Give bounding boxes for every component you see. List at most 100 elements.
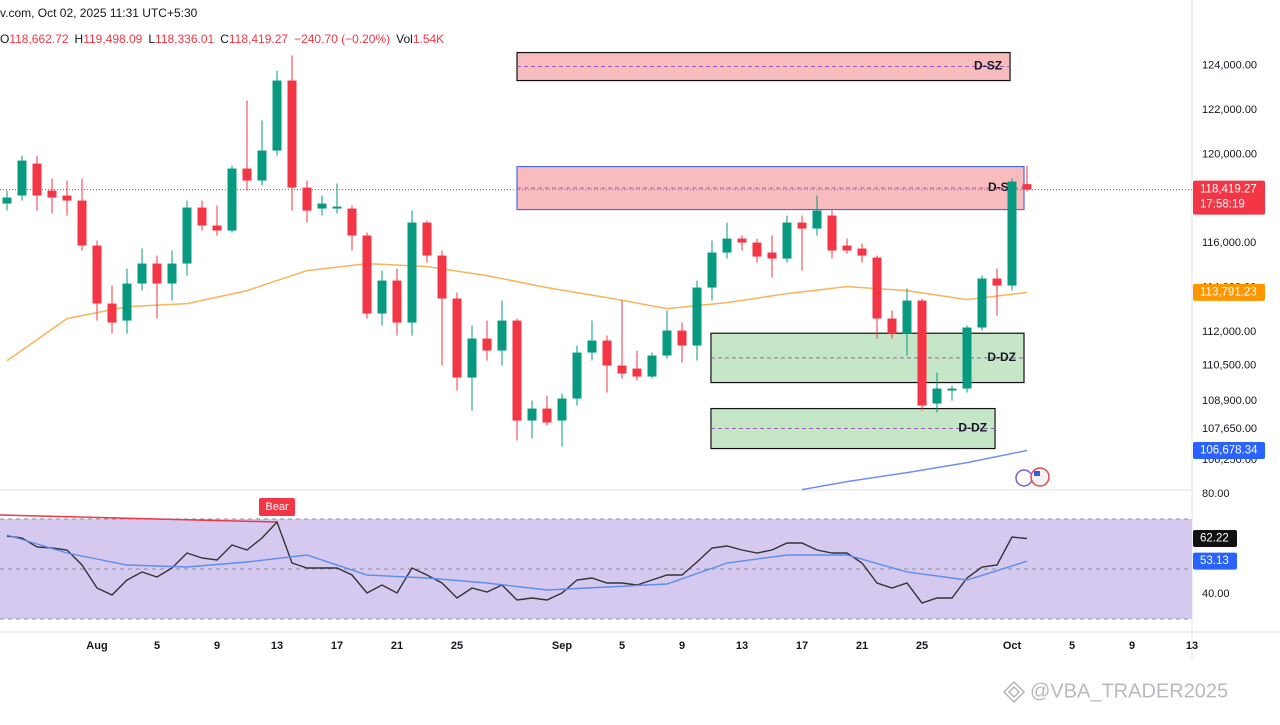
candle-body bbox=[212, 225, 222, 231]
candle-body bbox=[767, 252, 777, 259]
y-tick-label: 107,650.00 bbox=[1202, 423, 1257, 435]
candle-body bbox=[347, 208, 357, 236]
candle-body bbox=[812, 210, 822, 229]
candle-body bbox=[857, 248, 867, 256]
candle-body bbox=[227, 168, 237, 231]
candle-body bbox=[257, 150, 267, 181]
divergence-label-box bbox=[259, 498, 296, 516]
candle-body bbox=[497, 320, 507, 351]
candle-body bbox=[32, 163, 42, 196]
icon bbox=[1015, 469, 1033, 487]
candle-body bbox=[47, 190, 57, 198]
candle-body bbox=[332, 206, 342, 209]
candle-body bbox=[62, 195, 72, 201]
x-tick-label: Aug bbox=[86, 640, 107, 652]
last-price-box bbox=[1193, 180, 1265, 215]
line-value-label-box bbox=[1193, 441, 1265, 459]
divergence-label: Bear bbox=[265, 501, 289, 513]
y-tick-label: 112,000.00 bbox=[1202, 326, 1256, 338]
volume-key: Vol bbox=[396, 32, 413, 46]
line-value-label-box bbox=[1193, 283, 1265, 301]
x-tick-label: 5 bbox=[1069, 640, 1075, 652]
candle-body bbox=[797, 222, 807, 229]
candle-body bbox=[317, 203, 327, 209]
x-tick-label: 5 bbox=[154, 640, 160, 652]
candle-body bbox=[707, 252, 717, 288]
candle-body bbox=[377, 280, 387, 314]
candle-body bbox=[872, 257, 882, 319]
candle-body bbox=[107, 303, 117, 323]
watermark: @VBA_TRADER2025 bbox=[1002, 680, 1228, 704]
candle-body bbox=[242, 168, 252, 181]
candle-body bbox=[947, 388, 957, 391]
candle-body bbox=[287, 80, 297, 188]
icon bbox=[1030, 467, 1050, 487]
candle-body bbox=[302, 187, 312, 211]
candle-body bbox=[152, 263, 162, 284]
ohlc-key: O bbox=[0, 32, 9, 46]
candle-body bbox=[647, 355, 657, 377]
x-tick-label: 25 bbox=[916, 640, 928, 652]
zone-label: D-DZ bbox=[987, 350, 1016, 364]
candle-body bbox=[962, 327, 972, 389]
candle-body bbox=[392, 280, 402, 323]
x-tick-label: 25 bbox=[451, 640, 463, 652]
watermark-icon bbox=[1002, 680, 1026, 704]
candle-body bbox=[617, 365, 627, 374]
x-tick-label: 17 bbox=[331, 640, 343, 652]
ohlc-value: 118,336.01 bbox=[155, 32, 214, 46]
candle-body bbox=[1007, 181, 1017, 286]
candle-body bbox=[542, 408, 552, 423]
change: −240.70 (−0.20%) bbox=[294, 32, 390, 46]
candle-body bbox=[467, 338, 477, 378]
x-tick-label: 9 bbox=[1129, 640, 1135, 652]
flag-icons bbox=[1015, 467, 1050, 487]
zone-label: D-DZ bbox=[958, 421, 987, 435]
moving-average bbox=[801, 449, 1028, 491]
candle-body bbox=[167, 263, 177, 284]
zone-label: D-SZ bbox=[974, 59, 1002, 73]
candle-body bbox=[692, 287, 702, 346]
last-price-label: 118,419.27 bbox=[1200, 184, 1257, 196]
candle-body bbox=[122, 283, 132, 321]
line-value-label: 106,678.34 bbox=[1200, 445, 1258, 457]
candle-body bbox=[272, 80, 282, 151]
y-tick-label: 80.00 bbox=[1202, 488, 1230, 500]
ohlc-key: C bbox=[220, 32, 229, 46]
x-tick-label: 13 bbox=[1186, 640, 1198, 652]
icon bbox=[1034, 471, 1040, 476]
x-tick-label: 5 bbox=[619, 640, 625, 652]
ohlc-key: H bbox=[75, 32, 84, 46]
rsi-value-label-box bbox=[1193, 552, 1237, 570]
candle-body bbox=[17, 160, 27, 196]
rsi-value-label: 53.13 bbox=[1200, 555, 1229, 567]
candle-body bbox=[632, 368, 642, 377]
candle-body bbox=[452, 298, 462, 378]
candle-body bbox=[197, 207, 207, 226]
rsi-line bbox=[6, 520, 1028, 604]
candle-body bbox=[662, 330, 672, 356]
y-tick-label: 110,500.00 bbox=[1202, 359, 1256, 371]
candle-body bbox=[422, 222, 432, 256]
x-tick-label: 21 bbox=[391, 640, 403, 652]
candle-body bbox=[917, 300, 927, 406]
y-tick-label: 40.00 bbox=[1202, 588, 1230, 600]
candle-body bbox=[887, 318, 897, 334]
candle-body bbox=[602, 340, 612, 366]
ohlc-value: 119,498.09 bbox=[83, 32, 142, 46]
candle-body bbox=[1022, 184, 1032, 190]
candle-body bbox=[932, 388, 942, 404]
candle-body bbox=[482, 338, 492, 351]
volume-value: 1.54K bbox=[413, 32, 444, 46]
y-tick-label: 120,000.00 bbox=[1202, 148, 1257, 160]
candle-body bbox=[182, 207, 192, 264]
x-tick-label: Sep bbox=[552, 640, 572, 652]
x-tick-label: 21 bbox=[856, 640, 868, 652]
candle-body bbox=[362, 235, 372, 314]
candle-body bbox=[527, 408, 537, 421]
candle-body bbox=[137, 263, 147, 284]
rsi-value-label: 62.22 bbox=[1200, 532, 1229, 544]
y-tick-label: 124,000.00 bbox=[1202, 59, 1257, 71]
candle-body bbox=[752, 242, 762, 257]
